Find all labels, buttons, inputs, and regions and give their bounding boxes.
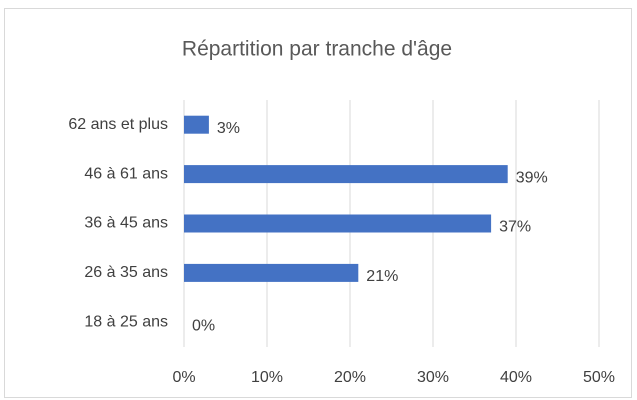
data-label: 39% xyxy=(516,169,548,186)
bar xyxy=(184,115,209,134)
x-tick-label: 40% xyxy=(500,369,532,386)
x-tick-label: 10% xyxy=(251,369,283,386)
y-tick-label: 26 à 35 ans xyxy=(84,264,168,281)
bar xyxy=(184,214,492,233)
y-tick-label: 46 à 61 ans xyxy=(84,165,168,182)
data-label: 37% xyxy=(499,219,531,236)
chart-title: Répartition par tranche d'âge xyxy=(182,38,452,61)
x-tick-label: 50% xyxy=(583,369,615,386)
x-tick-label: 20% xyxy=(334,369,366,386)
y-tick-label: 36 à 45 ans xyxy=(84,215,168,232)
y-tick-label: 62 ans et plus xyxy=(68,116,168,133)
data-label: 21% xyxy=(366,268,398,285)
x-tick-label: 30% xyxy=(417,369,449,386)
data-label: 3% xyxy=(217,120,240,137)
chart-frame xyxy=(4,8,632,398)
x-tick-label: 0% xyxy=(172,369,195,386)
bar xyxy=(184,263,359,282)
bar xyxy=(184,165,508,184)
y-tick-label: 18 à 25 ans xyxy=(84,314,168,331)
data-label: 0% xyxy=(192,318,215,335)
